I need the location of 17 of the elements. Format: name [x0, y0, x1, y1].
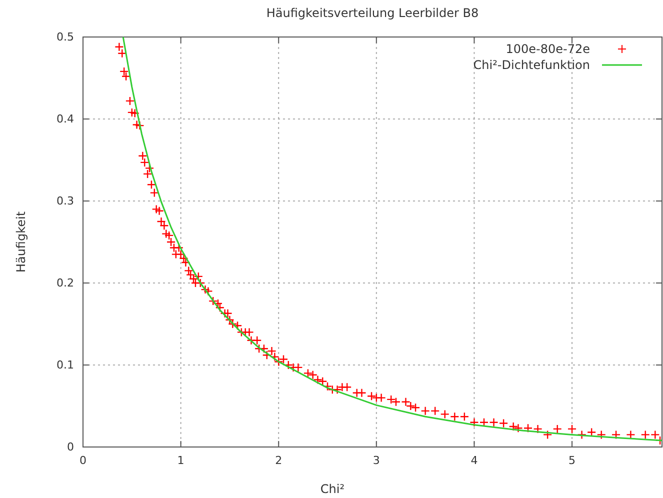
y-tick-label: 0.5 [56, 30, 74, 44]
x-tick-label: 4 [470, 454, 478, 467]
y-tick-label: 0.3 [56, 194, 74, 208]
y-tick-label: 0.1 [56, 358, 74, 372]
legend-label: Chi²-Dichtefunktion [473, 58, 590, 72]
x-tick-label: 5 [568, 454, 576, 467]
y-axis-title: Häufigkeit [14, 211, 28, 273]
legend-label: 100e-80e-72e [506, 42, 590, 56]
x-tick-label: 2 [275, 454, 282, 467]
y-tick-label: 0.2 [56, 276, 74, 290]
y-tick-label: 0.4 [56, 112, 74, 126]
x-axis-title: Chi² [320, 482, 345, 496]
chart-title: Häufigkeitsverteilung Leerbilder B8 [266, 6, 479, 20]
y-tick-label: 0 [67, 440, 74, 454]
x-tick-label: 1 [177, 454, 184, 467]
x-tick-label: 3 [372, 454, 380, 467]
x-tick-label: 0 [80, 454, 86, 467]
